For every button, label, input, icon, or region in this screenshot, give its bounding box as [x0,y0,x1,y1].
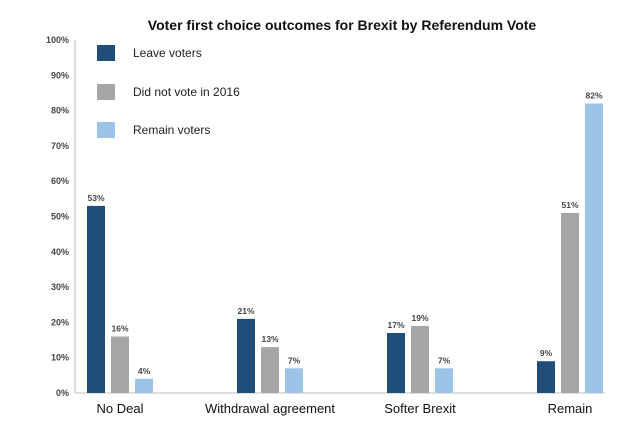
legend-swatch [97,45,115,61]
bar-data-label: 21% [237,306,254,316]
bar [435,368,453,393]
bar [285,368,303,393]
y-tick-label: 90% [51,70,69,80]
legend-swatch [97,122,115,138]
bar-data-label: 51% [561,200,578,210]
legend-label: Remain voters [133,123,210,137]
y-tick-label: 40% [51,247,69,257]
bar-data-label: 53% [87,193,104,203]
x-category-label: Withdrawal agreement [205,401,335,416]
bar [237,318,255,393]
bar-data-label: 9% [540,348,553,358]
bar [537,361,555,393]
bar-data-label: 13% [261,334,278,344]
bar [387,332,405,393]
bars [87,103,603,393]
y-tick-label: 70% [51,141,69,151]
y-tick-label: 30% [51,282,69,292]
x-axis-categories: No Deal Withdrawal agreement Softer Brexit… [97,401,593,416]
bar-data-label: 17% [387,320,404,330]
y-tick-label: 10% [51,353,69,363]
bar-data-label: 19% [411,313,428,323]
bar [261,347,279,393]
bar-data-label: 82% [585,91,602,101]
y-tick-label: 0% [56,388,69,398]
bar [411,325,429,393]
x-category-label: Softer Brexit [384,401,456,416]
bar [561,212,579,393]
bar [87,205,105,393]
bar-data-label: 4% [138,366,151,376]
data-labels: 53% 16% 4% 21% 13% 7% 17% 19% 7% 9% 51% 82% [87,91,602,376]
y-tick-label: 100% [46,35,69,45]
x-category-label: Remain [548,401,593,416]
legend-label: Leave voters [133,46,202,60]
bar [585,103,603,393]
y-tick-label: 80% [51,106,69,116]
legend-swatch [97,84,115,100]
bar-data-label: 7% [288,355,301,365]
bar [135,378,153,393]
legend-label: Did not vote in 2016 [133,85,240,99]
y-tick-label: 20% [51,317,69,327]
x-category-label: No Deal [97,401,144,416]
y-tick-label: 60% [51,176,69,186]
bar [111,336,129,393]
y-axis-ticks: 0% 10% 20% 30% 40% 50% 60% 70% 80% 90% 100% [46,35,69,398]
chart-title: Voter first choice outcomes for Brexit b… [148,17,537,33]
bar-data-label: 16% [111,324,128,334]
legend: Leave voters Did not vote in 2016 Remain v… [97,45,240,138]
y-tick-label: 50% [51,212,69,222]
bar-data-label: 7% [438,355,451,365]
